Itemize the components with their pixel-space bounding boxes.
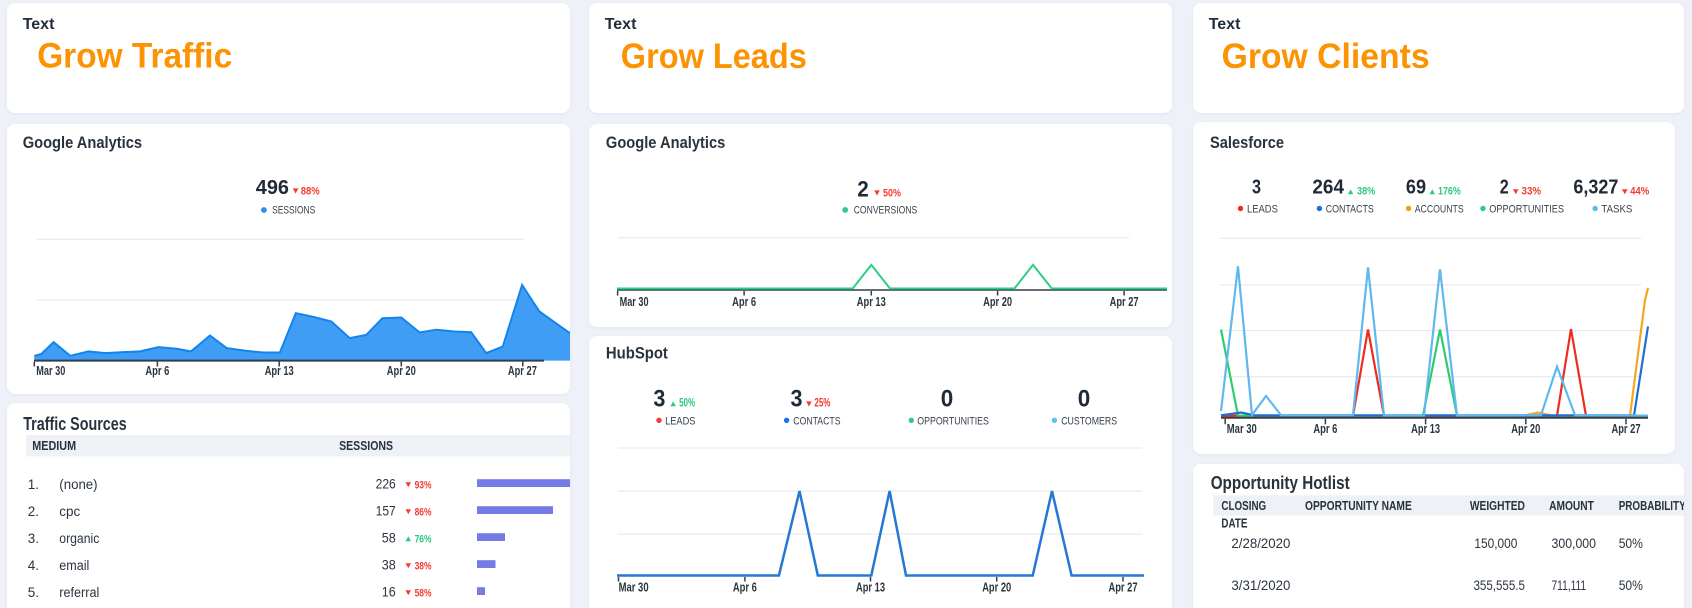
svg-text:69: 69 xyxy=(1406,177,1426,199)
svg-text:58: 58 xyxy=(382,531,396,546)
svg-text:Apr 27: Apr 27 xyxy=(1612,421,1641,436)
svg-text:Grow Traffic: Grow Traffic xyxy=(37,36,232,75)
svg-text:AMOUNT: AMOUNT xyxy=(1549,499,1594,513)
svg-text:Traffic Sources: Traffic Sources xyxy=(23,413,127,434)
svg-text:Apr 13: Apr 13 xyxy=(856,580,885,595)
svg-text:300,000: 300,000 xyxy=(1552,535,1597,551)
svg-text:CONTACTS: CONTACTS xyxy=(793,416,840,428)
svg-text:2: 2 xyxy=(1500,177,1509,199)
svg-text:OPPORTUNITY NAME: OPPORTUNITY NAME xyxy=(1305,499,1412,513)
svg-text:Mar 30: Mar 30 xyxy=(36,363,65,378)
svg-text:226: 226 xyxy=(376,477,396,492)
svg-text:3/31/2020: 3/31/2020 xyxy=(1231,577,1290,593)
svg-text:LEADS: LEADS xyxy=(665,416,695,428)
svg-text:Apr 6: Apr 6 xyxy=(145,363,169,378)
svg-text:DATE: DATE xyxy=(1221,517,1247,531)
svg-text:CLOSING: CLOSING xyxy=(1221,499,1266,513)
svg-text:Apr 27: Apr 27 xyxy=(1110,294,1139,309)
svg-text:3: 3 xyxy=(1252,177,1261,199)
svg-text:6,327: 6,327 xyxy=(1573,177,1618,199)
svg-text:38: 38 xyxy=(382,558,396,573)
svg-text:Google Analytics: Google Analytics xyxy=(606,133,725,152)
svg-text:CONTACTS: CONTACTS xyxy=(1326,204,1374,216)
svg-text:ACCOUNTS: ACCOUNTS xyxy=(1415,204,1464,216)
svg-text:496: 496 xyxy=(256,177,289,199)
svg-text:cpc: cpc xyxy=(59,504,80,519)
svg-text:email: email xyxy=(59,558,89,573)
svg-text:157: 157 xyxy=(376,504,396,519)
svg-text:2/28/2020: 2/28/2020 xyxy=(1231,535,1290,551)
svg-text:50%: 50% xyxy=(1619,535,1643,551)
svg-text:Google Analytics: Google Analytics xyxy=(23,133,142,152)
svg-text:CUSTOMERS: CUSTOMERS xyxy=(1061,416,1117,428)
svg-text:150,000: 150,000 xyxy=(1474,535,1517,551)
svg-text:Apr 27: Apr 27 xyxy=(1109,580,1138,595)
svg-text:Apr 20: Apr 20 xyxy=(983,294,1012,309)
svg-text:2: 2 xyxy=(857,177,869,202)
svg-text:Apr 13: Apr 13 xyxy=(857,294,886,309)
svg-text:0: 0 xyxy=(1078,386,1091,413)
svg-text:1.: 1. xyxy=(28,477,39,492)
svg-text:Apr 27: Apr 27 xyxy=(508,363,537,378)
svg-text:Apr 13: Apr 13 xyxy=(1411,421,1440,436)
svg-text:38%: 38% xyxy=(415,560,432,572)
svg-text:Salesforce: Salesforce xyxy=(1210,133,1284,152)
svg-text:Mar 30: Mar 30 xyxy=(619,580,649,595)
svg-text:711,111: 711,111 xyxy=(1552,577,1587,593)
svg-text:264: 264 xyxy=(1312,177,1344,199)
svg-text:5.: 5. xyxy=(28,585,39,600)
svg-text:Grow Clients: Grow Clients xyxy=(1222,37,1430,76)
svg-text:Opportunity Hotlist: Opportunity Hotlist xyxy=(1211,472,1350,493)
svg-text:PROBABILITY: PROBABILITY xyxy=(1619,499,1684,513)
svg-text:LEADS: LEADS xyxy=(1247,204,1278,216)
svg-text:Apr 20: Apr 20 xyxy=(387,363,416,378)
svg-text:Apr 6: Apr 6 xyxy=(733,580,757,595)
svg-text:38%: 38% xyxy=(1357,185,1375,197)
svg-text:86%: 86% xyxy=(415,506,432,518)
svg-text:Mar 30: Mar 30 xyxy=(1227,421,1257,436)
svg-text:Apr 20: Apr 20 xyxy=(1511,421,1540,436)
svg-text:Text: Text xyxy=(1209,16,1241,33)
svg-text:OPPORTUNITIES: OPPORTUNITIES xyxy=(917,416,989,428)
svg-text:organic: organic xyxy=(59,531,99,546)
svg-text:25%: 25% xyxy=(814,396,830,410)
svg-text:58%: 58% xyxy=(415,587,432,599)
svg-text:176%: 176% xyxy=(1438,185,1461,197)
svg-text:SESSIONS: SESSIONS xyxy=(339,439,393,453)
svg-text:50%: 50% xyxy=(883,187,901,199)
svg-text:Apr 20: Apr 20 xyxy=(982,580,1011,595)
svg-text:93%: 93% xyxy=(415,479,432,491)
svg-text:50%: 50% xyxy=(679,396,695,410)
svg-text:OPPORTUNITIES: OPPORTUNITIES xyxy=(1489,204,1564,216)
svg-text:3.: 3. xyxy=(28,531,39,546)
svg-text:50%: 50% xyxy=(1619,577,1643,593)
svg-text:(none): (none) xyxy=(59,477,97,492)
svg-text:2.: 2. xyxy=(28,504,39,519)
svg-text:44%: 44% xyxy=(1630,185,1649,197)
svg-text:Grow Leads: Grow Leads xyxy=(621,37,807,76)
svg-text:33%: 33% xyxy=(1522,185,1542,197)
svg-text:88%: 88% xyxy=(301,185,320,197)
svg-text:4.: 4. xyxy=(28,558,39,573)
svg-text:0: 0 xyxy=(941,386,954,413)
svg-text:TASKS: TASKS xyxy=(1601,204,1632,216)
svg-text:Mar 30: Mar 30 xyxy=(620,294,649,309)
svg-text:3: 3 xyxy=(653,386,665,413)
svg-text:3: 3 xyxy=(791,386,803,413)
svg-text:Apr 6: Apr 6 xyxy=(1313,421,1337,436)
svg-text:Text: Text xyxy=(23,16,55,33)
svg-text:76%: 76% xyxy=(415,533,432,545)
svg-text:355,555.5: 355,555.5 xyxy=(1474,577,1526,593)
svg-text:WEIGHTED: WEIGHTED xyxy=(1470,499,1525,513)
svg-text:MEDIUM: MEDIUM xyxy=(32,439,76,453)
svg-text:Apr 13: Apr 13 xyxy=(265,363,294,378)
svg-text:HubSpot: HubSpot xyxy=(606,343,668,362)
svg-text:referral: referral xyxy=(59,585,99,600)
svg-text:16: 16 xyxy=(382,585,396,600)
svg-text:SESSIONS: SESSIONS xyxy=(272,205,315,217)
svg-text:CONVERSIONS: CONVERSIONS xyxy=(854,205,918,217)
svg-text:Text: Text xyxy=(605,16,637,33)
svg-text:Apr 6: Apr 6 xyxy=(732,294,756,309)
